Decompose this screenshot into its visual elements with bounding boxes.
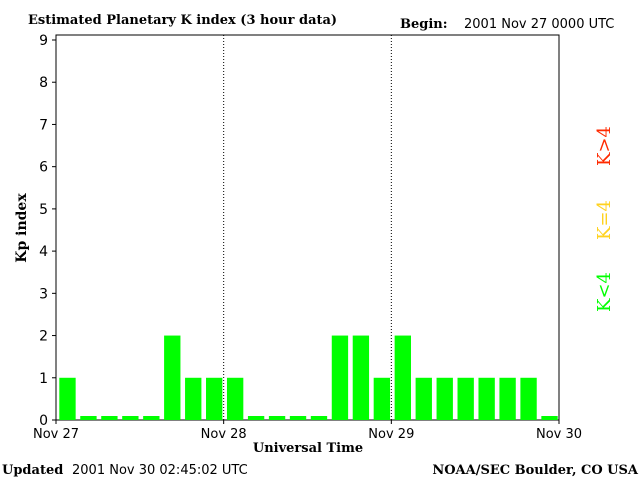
kp-bar: [289, 416, 307, 420]
kp-bar: [352, 335, 370, 420]
y-axis-label: Kp index: [14, 193, 30, 263]
updated-label: Updated: [2, 463, 63, 478]
y-tick-label: 6: [39, 160, 48, 176]
kp-bar: [59, 377, 76, 420]
plot-frame: [55, 34, 560, 421]
y-tick-label: 3: [39, 286, 48, 302]
chart-title: Estimated Planetary K index (3 hour data…: [28, 13, 337, 28]
kp-bar: [499, 377, 516, 420]
y-tick-label: 8: [39, 75, 48, 91]
x-tick-label: Nov 28: [201, 427, 247, 442]
kp-bar: [478, 377, 495, 420]
kp-bar: [226, 377, 244, 420]
y-tick-label: 9: [39, 33, 48, 49]
y-tick-label: 5: [39, 202, 48, 218]
y-tick-label: 2: [39, 329, 48, 345]
updated-value: 2001 Nov 30 02:45:02 UTC: [72, 463, 248, 478]
begin-label: Begin:: [400, 17, 448, 32]
begin-value: 2001 Nov 27 0000 UTC: [464, 17, 614, 32]
kp-bar: [541, 416, 558, 420]
kp-bar: [436, 377, 453, 420]
kp-bar: [143, 416, 160, 420]
x-tick-label: Nov 29: [368, 427, 414, 442]
y-tick-label: 1: [39, 371, 48, 387]
kp-bar: [331, 335, 349, 420]
x-axis-label: Universal Time: [253, 441, 363, 456]
kp-bar: [394, 335, 411, 420]
kp-bar: [185, 377, 202, 420]
y-tick-label: 4: [39, 244, 48, 260]
kp-bar: [457, 377, 474, 420]
kp-bar: [164, 335, 181, 420]
kp-bar: [268, 416, 286, 420]
x-tick-label: Nov 27: [33, 427, 79, 442]
y-tick-label: 7: [39, 117, 48, 133]
legend-k-above-4: K>4: [594, 126, 615, 166]
day-divider-group: [223, 35, 392, 420]
legend-k-equals-4: K=4: [594, 200, 615, 240]
kp-bar: [520, 377, 537, 420]
y-axis: 0 1 2 3 4 5 6 7 8 9: [39, 33, 56, 429]
x-tick-label: Nov 30: [536, 427, 582, 442]
kp-bar: [206, 377, 223, 420]
y-tick-label: 0: [39, 413, 48, 429]
legend-k-below-4: K<4: [594, 272, 615, 312]
kp-bar: [415, 377, 432, 420]
credit-text: NOAA/SEC Boulder, CO USA: [432, 463, 639, 478]
bar-series: [59, 335, 558, 420]
kp-bar: [310, 416, 328, 420]
kp-bar: [80, 416, 97, 420]
x-axis: Nov 27 Nov 28 Nov 29 Nov 30: [33, 420, 582, 442]
kp-bar: [247, 416, 265, 420]
kp-bar: [101, 416, 118, 420]
kp-bar: [373, 377, 391, 420]
kp-bar: [122, 416, 139, 420]
